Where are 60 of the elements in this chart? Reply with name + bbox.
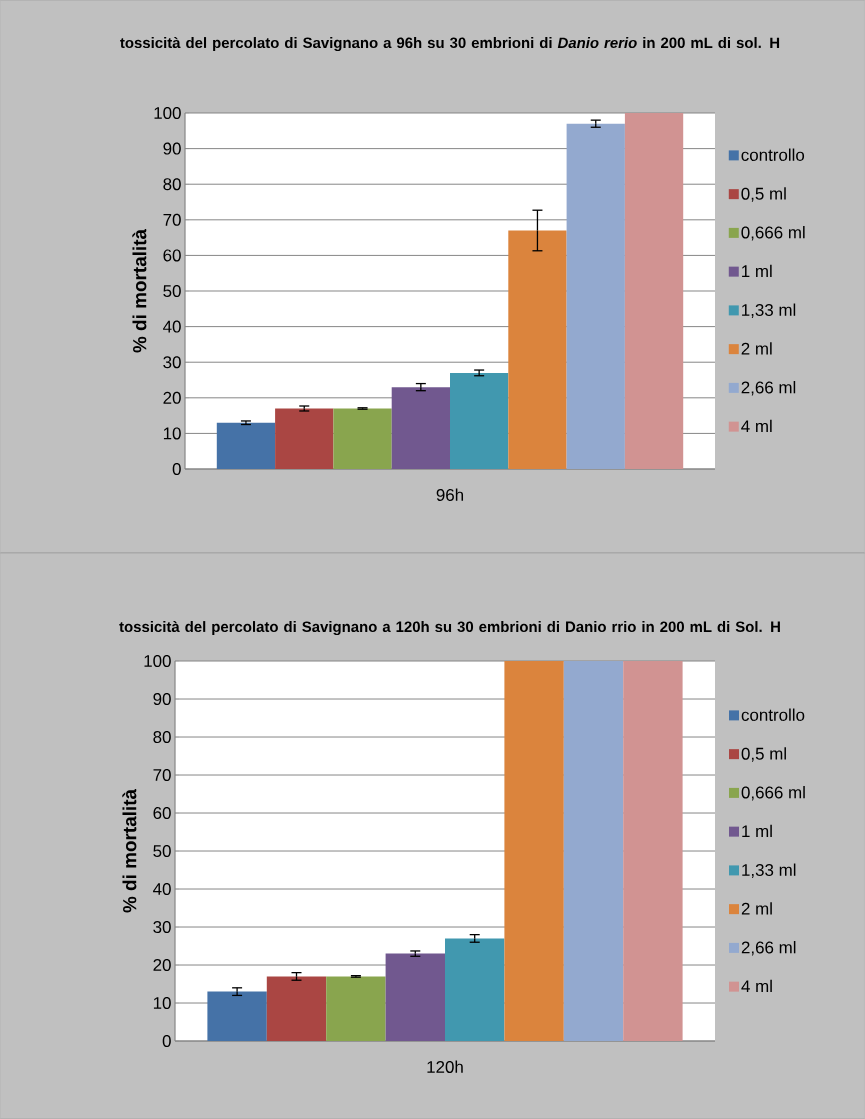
chart-title: tossicità del percolato di Savignano a 120h su 30 embrioni di Danio rrio in 200 mL di Sol. H (119, 620, 780, 636)
legend-label: 1 ml (742, 824, 772, 838)
y-tick-label: 30 (153, 921, 171, 934)
bar (326, 976, 386, 1042)
legend-label: 0,5 ml (741, 187, 786, 202)
bar (623, 661, 683, 1042)
y-tick-label: 100 (144, 655, 171, 668)
bar (385, 953, 445, 1042)
legend-label: 2,66 ml (741, 941, 796, 956)
y-tick-label: 0 (172, 463, 181, 476)
bar (563, 661, 624, 1042)
y-tick-label: 60 (153, 807, 171, 820)
bar (333, 408, 392, 470)
y-tick-label: 30 (163, 356, 181, 369)
y-tick-label: 20 (153, 959, 171, 972)
x-tick-label: 96h (436, 488, 464, 501)
bar (508, 230, 567, 470)
bar (266, 976, 327, 1042)
bar (275, 408, 334, 470)
y-tick-label: 80 (163, 178, 181, 191)
legend-label: 4 ml (741, 979, 772, 993)
legend-label: 1,33 ml (742, 303, 796, 318)
y-tick-label: 50 (153, 845, 171, 858)
bar (566, 123, 625, 470)
bar (504, 661, 564, 1042)
legend-label: 1 ml (742, 264, 772, 278)
y-tick-label: 50 (163, 285, 181, 298)
y-tick-label: 80 (153, 731, 171, 744)
bar (445, 938, 505, 1042)
y-tick-label: 40 (163, 320, 181, 333)
bar (450, 372, 509, 470)
legend-label: 2 ml (741, 902, 772, 915)
y-axis-title: % di mortalità (132, 228, 147, 353)
bar (624, 113, 684, 470)
y-tick-label: 60 (163, 249, 181, 262)
y-tick-label: 90 (163, 142, 181, 155)
chart-title: tossicità del percolato di Savignano a 96h su 30 embrioni di Danio rerio in 200 mL di sol. H (120, 36, 780, 52)
legend-label: 2,66 ml (741, 381, 796, 396)
bar (207, 991, 267, 1042)
y-tick-label: 100 (154, 107, 181, 120)
legend-label: 2 ml (741, 342, 772, 355)
y-tick-label: 70 (163, 213, 181, 226)
y-tick-label: 10 (163, 427, 181, 440)
y-tick-label: 40 (153, 883, 171, 896)
y-tick-label: 0 (162, 1035, 171, 1048)
bar (391, 387, 450, 470)
y-tick-label: 20 (163, 391, 181, 404)
legend-label: controllo (741, 708, 805, 721)
legend-label: 1,33 ml (742, 863, 796, 878)
legend-label: 0,666 ml (741, 226, 805, 241)
legend-label: 4 ml (741, 419, 772, 433)
y-tick-label: 70 (153, 769, 171, 782)
y-tick-label: 90 (153, 693, 171, 706)
legend-label: 0,5 ml (741, 747, 786, 762)
legend-label: controllo (741, 148, 805, 161)
y-tick-label: 10 (153, 997, 171, 1010)
x-tick-label: 120h (427, 1060, 463, 1073)
legend-label: 0,666 ml (741, 786, 805, 801)
bar (216, 422, 276, 470)
y-axis-title: % di mortalità (122, 788, 137, 913)
